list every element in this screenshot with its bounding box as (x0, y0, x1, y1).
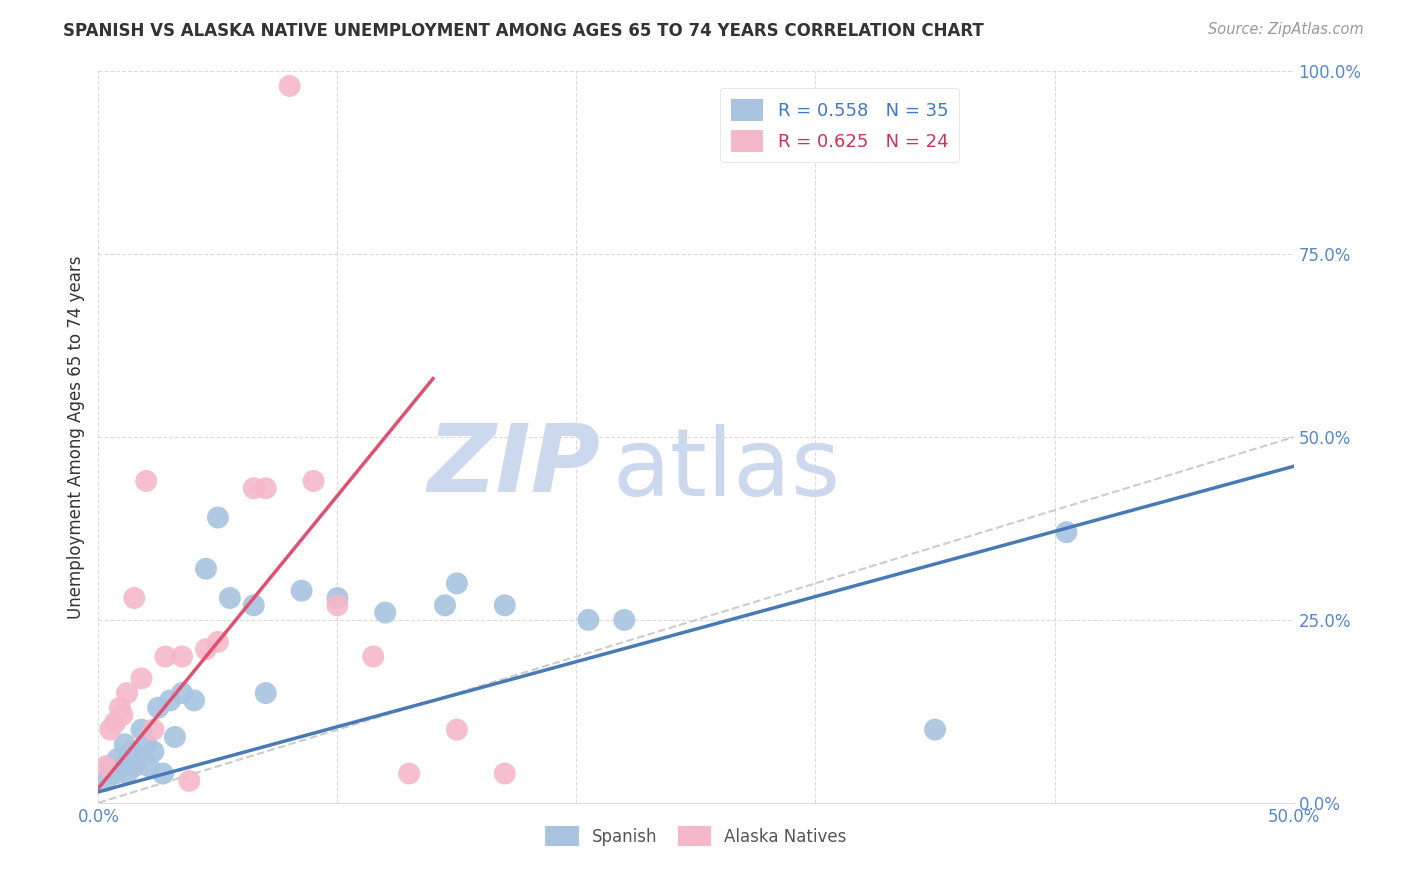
Text: atlas: atlas (613, 424, 841, 516)
Point (398, 766, 420, 780)
Point (124, 591, 146, 605)
Point (326, 599, 349, 613)
Point (219, 591, 242, 605)
Point (207, 510, 229, 524)
Point (195, 642, 218, 657)
Point (142, 745, 165, 759)
Point (94, 759, 117, 773)
Point (254, 481, 277, 495)
Point (494, 766, 516, 780)
Point (159, 693, 181, 707)
Point (374, 606, 396, 620)
Point (142, 723, 165, 737)
Point (446, 576, 468, 591)
Point (138, 759, 160, 773)
Text: Source: ZipAtlas.com: Source: ZipAtlas.com (1208, 22, 1364, 37)
Point (172, 649, 194, 664)
Text: SPANISH VS ALASKA NATIVE UNEMPLOYMENT AMONG AGES 65 TO 74 YEARS CORRELATION CHAR: SPANISH VS ALASKA NATIVE UNEMPLOYMENT AM… (63, 22, 984, 40)
Point (114, 737, 136, 751)
Point (121, 745, 143, 759)
Point (111, 759, 134, 773)
Point (363, 649, 385, 664)
Point (434, 599, 457, 613)
Point (494, 599, 516, 613)
Point (115, 766, 138, 780)
Point (108, 700, 131, 714)
Point (254, 686, 277, 700)
Point (131, 723, 153, 737)
Point (163, 730, 186, 744)
Point (326, 591, 349, 605)
Point (446, 723, 468, 737)
Point (613, 613, 636, 627)
Legend: Spanish, Alaska Natives: Spanish, Alaska Natives (538, 820, 853, 853)
Point (291, 583, 314, 598)
Point (135, 737, 157, 751)
Point (278, 78, 301, 93)
Point (302, 474, 325, 488)
Point (107, 752, 129, 766)
Point (98, 723, 122, 737)
Point (152, 766, 174, 780)
Point (1056, 525, 1078, 540)
Point (172, 686, 194, 700)
Point (195, 562, 218, 576)
Point (104, 766, 127, 780)
Point (94, 773, 117, 788)
Point (578, 613, 600, 627)
Y-axis label: Unemployment Among Ages 65 to 74 years: Unemployment Among Ages 65 to 74 years (66, 255, 84, 619)
Point (104, 715, 127, 730)
Point (243, 481, 266, 495)
Point (124, 759, 146, 773)
Point (131, 672, 153, 686)
Point (924, 723, 946, 737)
Point (183, 693, 205, 707)
Point (155, 649, 177, 664)
Point (148, 700, 170, 714)
Point (243, 599, 266, 613)
Point (111, 708, 134, 723)
Point (135, 474, 157, 488)
Point (179, 773, 201, 788)
Point (125, 752, 148, 766)
Text: ZIP: ZIP (427, 420, 600, 512)
Point (207, 635, 229, 649)
Point (115, 686, 138, 700)
Point (98, 759, 122, 773)
